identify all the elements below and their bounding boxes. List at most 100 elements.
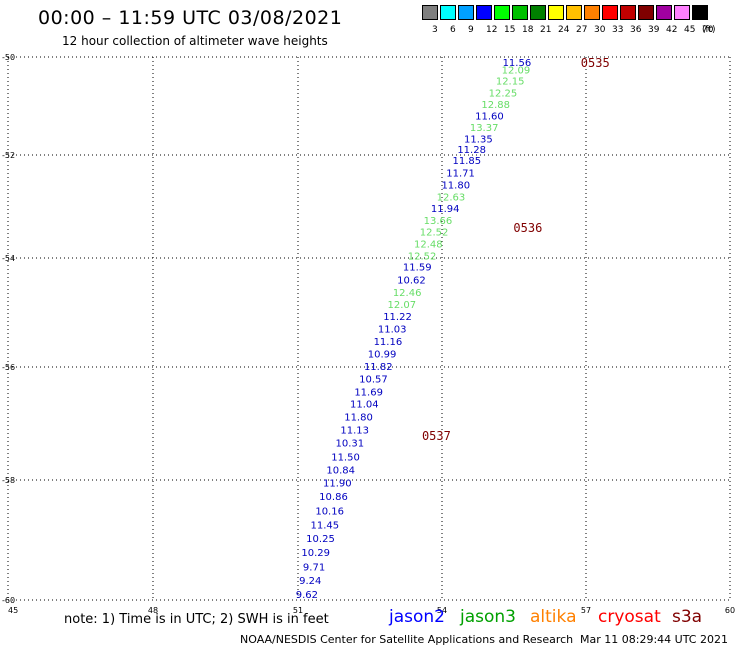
swh-label: 13.66 [424,216,453,227]
swh-label: 11.35 [464,134,493,145]
legend-label: 3 [432,25,438,35]
swh-label: 9.71 [303,562,325,573]
swh-label: 12.07 [388,300,417,311]
legend-swatch [566,5,582,20]
legend-label: 24 [558,25,570,35]
swh-label: 11.13 [340,426,369,437]
swh-label: 10.29 [301,548,330,559]
x-tick-label: 60 [725,606,735,615]
swh-label: 11.90 [323,478,352,489]
legend-swatch [422,5,438,20]
legend-swatch [440,5,456,20]
time-label: 0536 [513,221,542,235]
swh-label: 11.50 [331,452,360,463]
generated-timestamp: Mar 11 08:29:44 UTC 2021 [580,633,728,646]
swh-label: 11.03 [378,324,407,335]
legend-label: 12 [486,25,498,35]
y-tick-label: -54 [2,254,15,263]
legend-swatch [602,5,618,20]
swh-label: 10.99 [368,349,397,360]
legend-label: 70 [702,25,714,35]
time-label: 0535 [581,56,610,70]
legend-swatch [548,5,564,20]
page-title: 00:00 – 11:59 UTC 03/08/2021 [38,7,343,29]
x-tick-label: 54 [437,606,447,615]
y-tick-label: -60 [2,596,15,605]
swh-label: 11.82 [364,362,393,373]
legend-swatch [692,5,708,20]
satellite-label-jason2: jason2 [389,607,445,627]
swh-label: 11.45 [311,520,340,531]
swh-label: 12.25 [489,88,518,99]
swh-label: 11.22 [383,312,412,323]
swh-label: 9.62 [296,590,318,601]
legend-unit: (ft) [702,25,716,35]
swh-label: 10.62 [397,275,426,286]
swh-label: 11.59 [403,263,432,274]
swh-label: 12.09 [502,65,531,76]
legend-label: 6 [450,25,456,35]
swh-label: 11.69 [354,387,383,398]
x-tick-label: 48 [148,606,158,615]
swh-label: 10.16 [315,507,344,518]
legend-label: 33 [612,25,624,35]
swh-label: 10.25 [306,534,335,545]
legend-swatch [530,5,546,20]
legend-swatch [476,5,492,20]
legend-label: 9 [468,25,474,35]
satellite-label-jason3: jason3 [460,607,516,627]
time-label: 0537 [422,429,451,443]
legend-label: 42 [666,25,678,35]
x-tick-label: 57 [581,606,591,615]
legend-swatch [584,5,600,20]
swh-label: 13.37 [470,123,499,134]
swh-label: 10.84 [326,465,355,476]
swh-label: 10.57 [359,374,388,385]
y-tick-label: -58 [2,476,15,485]
units-note: note: 1) Time is in UTC; 2) SWH is in fe… [64,612,329,627]
legend-label: 27 [576,25,588,35]
legend-label: 36 [630,25,642,35]
legend-swatch [674,5,690,20]
swh-label: 9.24 [299,576,321,587]
y-tick-label: -50 [2,53,15,62]
legend-label: 30 [594,25,606,35]
swh-label: 10.86 [319,492,348,503]
swh-label: 11.80 [441,180,470,191]
legend-swatch [494,5,510,20]
swh-label: 10.31 [336,439,365,450]
x-tick-label: 51 [293,606,303,615]
legend-swatch [638,5,654,20]
swh-label: 12.46 [393,288,422,299]
y-tick-label: -56 [2,363,15,372]
swh-label: 12.52 [420,228,449,239]
legend-label: 45 [684,25,696,35]
satellite-label-altika: altika [530,607,577,627]
legend-label: 39 [648,25,660,35]
page-subtitle: 12 hour collection of altimeter wave hei… [62,34,328,48]
swh-label: 11.04 [350,400,379,411]
legend-swatch [620,5,636,20]
swh-label: 11.28 [457,145,486,156]
swh-label: 11.85 [453,156,482,167]
swh-label: 12.52 [408,251,437,262]
satellite-label-cryosat: cryosat [598,607,661,627]
swh-label: 11.56 [503,58,532,69]
y-tick-label: -52 [2,151,15,160]
swh-label: 12.63 [437,193,466,204]
x-tick-label: 45 [8,606,18,615]
swh-label: 11.16 [374,337,403,348]
swh-label: 11.94 [431,204,460,215]
swh-label: 11.80 [344,413,373,424]
swh-label: 12.88 [481,100,510,111]
swh-label: 11.60 [475,111,504,122]
footer-credit: NOAA/NESDIS Center for Satellite Applica… [240,633,574,646]
legend-swatch [656,5,672,20]
legend-swatch [512,5,528,20]
swh-label: 12.15 [496,77,525,88]
swh-label: 12.48 [414,240,443,251]
legend-label: 21 [540,25,552,35]
swh-label: 11.71 [446,169,475,180]
legend-label: 15 [504,25,516,35]
